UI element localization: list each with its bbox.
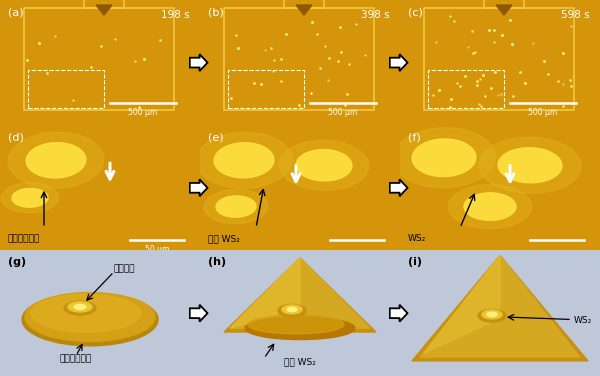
Text: (e): (e): [208, 133, 224, 143]
Text: (d): (d): [8, 133, 24, 143]
Ellipse shape: [214, 143, 274, 178]
FancyArrow shape: [390, 179, 407, 196]
Text: 初期 WS₂: 初期 WS₂: [208, 234, 240, 243]
Text: 500 μm: 500 μm: [529, 108, 557, 117]
Ellipse shape: [216, 196, 256, 217]
FancyArrow shape: [190, 305, 208, 322]
Polygon shape: [230, 258, 300, 328]
Polygon shape: [96, 5, 112, 15]
Text: 198 s: 198 s: [161, 10, 190, 20]
Ellipse shape: [296, 150, 352, 181]
Ellipse shape: [278, 305, 306, 317]
Ellipse shape: [287, 307, 297, 312]
Ellipse shape: [12, 188, 48, 207]
Text: (g): (g): [8, 257, 26, 267]
Bar: [224, 8, 374, 110]
FancyArrow shape: [390, 305, 407, 322]
Ellipse shape: [487, 312, 497, 317]
Text: 598 s: 598 s: [562, 10, 590, 20]
Ellipse shape: [282, 305, 302, 314]
Ellipse shape: [478, 309, 506, 322]
Ellipse shape: [448, 185, 532, 229]
Text: 成核中心: 成核中心: [113, 264, 135, 273]
Ellipse shape: [204, 190, 268, 224]
FancyArrow shape: [190, 54, 208, 71]
FancyArrow shape: [390, 54, 407, 71]
Bar: [424, 8, 574, 110]
Ellipse shape: [482, 310, 502, 319]
Polygon shape: [296, 5, 312, 15]
Text: (c): (c): [408, 8, 423, 18]
Ellipse shape: [26, 143, 86, 178]
Ellipse shape: [1, 183, 59, 213]
Ellipse shape: [393, 127, 495, 188]
Polygon shape: [412, 255, 588, 361]
Polygon shape: [496, 5, 512, 15]
Ellipse shape: [74, 305, 86, 309]
Ellipse shape: [196, 132, 292, 188]
Text: 398 s: 398 s: [361, 10, 390, 20]
Polygon shape: [424, 255, 500, 353]
Text: (b): (b): [208, 8, 224, 18]
Ellipse shape: [22, 293, 158, 346]
Ellipse shape: [498, 148, 562, 183]
Bar: [228, 70, 304, 108]
Ellipse shape: [412, 139, 476, 177]
Text: (h): (h): [208, 257, 226, 267]
Ellipse shape: [245, 317, 355, 340]
Polygon shape: [230, 258, 370, 328]
Polygon shape: [224, 258, 376, 332]
Text: 前驱体储液囊: 前驱体储液囊: [8, 234, 40, 243]
Ellipse shape: [8, 132, 104, 188]
Text: 500 μm: 500 μm: [128, 108, 158, 117]
Ellipse shape: [479, 137, 581, 193]
Text: WS₂: WS₂: [408, 234, 426, 243]
FancyArrow shape: [190, 179, 208, 196]
Ellipse shape: [25, 293, 155, 341]
Text: WS₂: WS₂: [574, 316, 592, 325]
Ellipse shape: [64, 301, 96, 315]
Text: 50 μm: 50 μm: [145, 246, 169, 255]
Ellipse shape: [68, 302, 92, 312]
Bar: [28, 70, 104, 108]
Ellipse shape: [31, 294, 141, 332]
Text: (f): (f): [408, 133, 421, 143]
Bar: [428, 70, 504, 108]
Polygon shape: [420, 255, 580, 357]
Ellipse shape: [279, 140, 369, 190]
Text: (a): (a): [8, 8, 23, 18]
Text: 初期 WS₂: 初期 WS₂: [284, 357, 316, 366]
Bar: [24, 8, 174, 110]
Text: 500 μm: 500 μm: [328, 108, 358, 117]
Text: (i): (i): [408, 257, 422, 267]
Ellipse shape: [248, 315, 344, 334]
Text: 前驱体储液囊: 前驱体储液囊: [60, 355, 92, 364]
Ellipse shape: [464, 193, 516, 220]
